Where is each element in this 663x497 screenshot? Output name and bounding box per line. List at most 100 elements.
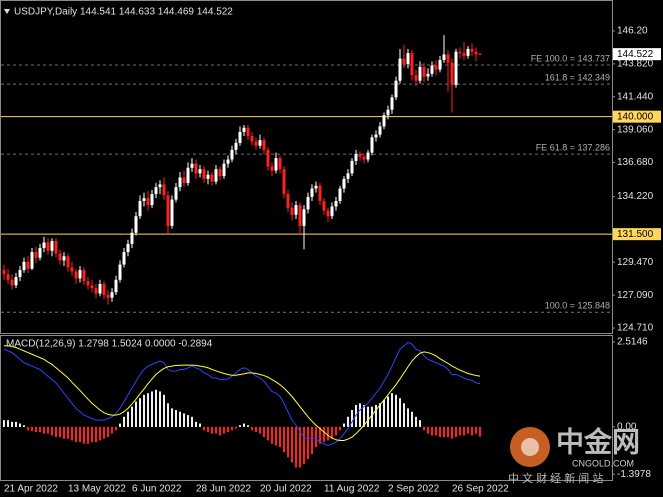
candle-body bbox=[86, 281, 90, 286]
candle bbox=[10, 274, 14, 290]
candle bbox=[34, 246, 38, 264]
candle-body bbox=[222, 163, 226, 177]
chart-title: USDJPY,Daily 144.541 144.633 144.469 144… bbox=[14, 7, 233, 18]
histogram-bar bbox=[395, 394, 397, 427]
histogram-bar bbox=[207, 426, 209, 432]
histogram-bar bbox=[375, 404, 377, 427]
histogram-bar bbox=[147, 393, 149, 427]
histogram-bar bbox=[83, 426, 85, 444]
candle-body bbox=[454, 51, 458, 85]
candle-body bbox=[94, 288, 98, 294]
candle bbox=[406, 48, 410, 69]
candle bbox=[250, 131, 254, 146]
candle bbox=[334, 196, 338, 211]
candle-body bbox=[142, 198, 146, 201]
candle bbox=[298, 202, 302, 235]
histogram-bar bbox=[259, 426, 261, 434]
histogram-bar bbox=[99, 426, 101, 441]
candle bbox=[438, 55, 442, 73]
candle bbox=[38, 243, 42, 261]
candle bbox=[266, 147, 270, 171]
candle-body bbox=[90, 285, 94, 289]
histogram-bar bbox=[415, 416, 417, 427]
histogram-bar bbox=[47, 426, 49, 434]
y-tick-label: 136.680 bbox=[617, 157, 654, 168]
y-tick-label: 141.440 bbox=[617, 91, 654, 102]
candle bbox=[66, 253, 70, 272]
candle-body bbox=[42, 242, 46, 248]
candle bbox=[110, 288, 114, 302]
candle bbox=[82, 267, 86, 286]
candle bbox=[214, 165, 218, 185]
candle bbox=[414, 69, 418, 87]
candle-body bbox=[70, 267, 74, 272]
histogram-bar bbox=[403, 403, 405, 427]
candle-body bbox=[322, 200, 326, 211]
candle bbox=[186, 162, 190, 186]
candle-body bbox=[154, 187, 158, 195]
candle bbox=[278, 155, 282, 174]
y-tick-label: 129.470 bbox=[617, 257, 654, 268]
candle-body bbox=[414, 75, 418, 81]
candle-body bbox=[266, 149, 270, 167]
candle-body bbox=[378, 126, 382, 135]
candle-body bbox=[314, 185, 318, 189]
candle bbox=[446, 50, 450, 92]
histogram-bar bbox=[35, 426, 37, 432]
candle-body bbox=[106, 294, 110, 298]
candle bbox=[106, 289, 110, 305]
candle-body bbox=[426, 73, 430, 77]
histogram-bar bbox=[167, 403, 169, 427]
candle bbox=[326, 207, 330, 222]
histogram-bar bbox=[19, 423, 21, 427]
candle-body bbox=[130, 232, 134, 244]
candle-body bbox=[398, 58, 402, 81]
histogram-bar bbox=[71, 426, 73, 441]
candle bbox=[454, 48, 458, 88]
candle bbox=[478, 52, 482, 55]
histogram-bar bbox=[287, 426, 289, 458]
candle bbox=[442, 35, 446, 63]
candle-body bbox=[50, 241, 54, 251]
candle-body bbox=[30, 252, 34, 269]
candle-body bbox=[118, 264, 122, 280]
candle bbox=[462, 42, 466, 60]
candle-body bbox=[258, 140, 262, 146]
macd-line bbox=[4, 345, 481, 441]
histogram-bar bbox=[219, 426, 221, 436]
candle-body bbox=[342, 178, 346, 189]
y-tick-label: 127.090 bbox=[617, 290, 654, 301]
histogram-bar bbox=[383, 399, 385, 427]
histogram-bar bbox=[231, 426, 233, 431]
histogram-bar bbox=[351, 410, 353, 427]
candle bbox=[118, 260, 122, 283]
histogram-bar bbox=[3, 420, 5, 427]
histogram-bar bbox=[295, 426, 297, 468]
candle bbox=[154, 183, 158, 199]
candle-body bbox=[466, 48, 470, 56]
histogram-bar bbox=[139, 398, 141, 427]
candle bbox=[178, 171, 182, 192]
candle bbox=[282, 166, 286, 199]
histogram-bar bbox=[319, 426, 321, 444]
candle bbox=[202, 166, 206, 184]
candle bbox=[122, 247, 126, 268]
candle bbox=[114, 275, 118, 295]
candle-body bbox=[402, 58, 406, 65]
candle-body bbox=[18, 270, 22, 278]
candle-body bbox=[210, 174, 214, 182]
candle bbox=[234, 138, 238, 154]
histogram-bar bbox=[275, 426, 277, 446]
histogram-bar bbox=[335, 426, 337, 436]
candle bbox=[230, 145, 234, 163]
histogram-bar bbox=[367, 406, 369, 427]
candle-body bbox=[278, 158, 282, 170]
candle bbox=[158, 180, 162, 195]
candle-body bbox=[242, 127, 246, 132]
histogram-bar bbox=[95, 426, 97, 443]
level-tag bbox=[613, 228, 661, 241]
histogram-bar bbox=[303, 426, 305, 465]
histogram-bar bbox=[431, 426, 433, 436]
candle bbox=[354, 149, 358, 166]
histogram-bar bbox=[475, 426, 477, 434]
